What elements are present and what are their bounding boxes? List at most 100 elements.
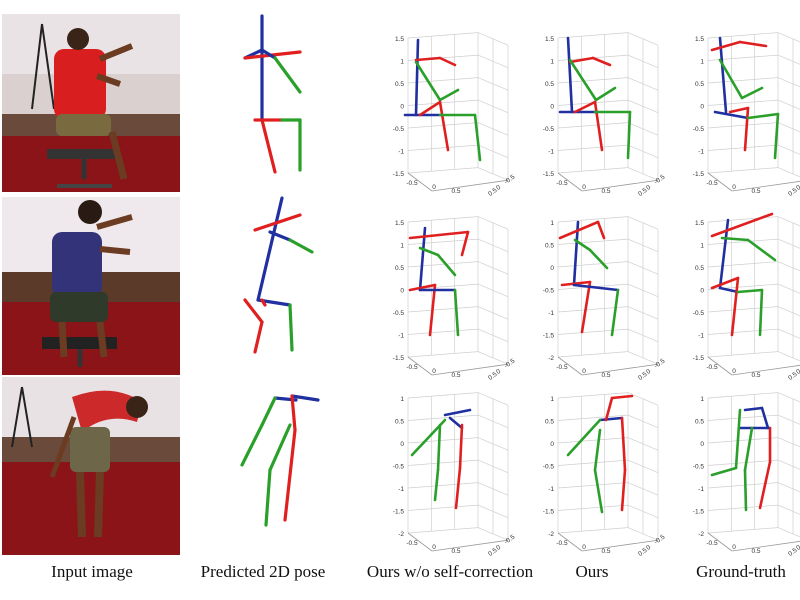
plot-r3-ours-ztick-5: -1.5 [543,509,555,516]
plot-r1-gt-grid-h6 [707,167,779,174]
plot-r2-gt-xtick-1: 0 [732,368,736,375]
plot-r2-gt-xtick-2: 0.5 [751,372,760,379]
plot-r1-gt-ytick-1: 0 [795,184,800,192]
plot-r3-gt-ztick-2: 0 [700,441,704,448]
skeleton-r1_gt-bone-3 [718,58,744,100]
skeleton-r1_gt-bone-9 [773,112,780,160]
plot-r2-ours-grid-h6 [557,351,629,358]
plot-r2-gt-ytick-1: 0 [795,368,800,376]
plot-r3-gt-grid-h5 [707,504,779,511]
plot-r3-wo-xtick-0: -0.5 [406,540,418,547]
plot-r1-gt-grid-h4 [707,122,779,129]
plot-r1-gt-grid-s2 [777,77,800,88]
skeleton-r2_ours-bone-1 [558,220,600,240]
label-predicted-2d-pose: Predicted 2D pose [200,562,326,581]
plot-r1-gt-ztick-0: 1.5 [695,36,704,43]
plot-r2-ours-ztick-6: -2 [548,355,554,362]
plot-r2-wo-grid-h5 [407,328,479,335]
plot-r3-wo-ytick-0: -0.5 [503,533,517,545]
plot-r1-wo-ztick-6: -1.5 [393,171,405,178]
plot-r2-ours-grid-h1 [557,238,629,245]
plot-r3-wo-ytick-1: 0 [495,544,502,552]
skeleton-r3_2d-bone-4 [260,396,277,427]
plot-r2-gt-ztick-6: -1.5 [693,355,705,362]
plot-r1-gt-ztick-2: 0.5 [695,81,704,88]
plot-r3-wo-grid-h5 [407,504,479,511]
plot-r2-gt-grid-s2 [777,261,800,272]
plot-r1-ours-ztick-1: 1 [550,59,554,66]
skeleton-r2_ours-bone-7 [572,283,620,292]
plot-r1-wo-grid-h6 [407,167,479,174]
plot-r3-wo-xtick-1: 0 [432,544,436,551]
label-ours-without-self-correction: Ours w/o self-correction [366,562,534,581]
plot-r2-ours-ztick-4: -1 [548,310,554,317]
plot-r3-gt-grid-s6 [777,527,800,538]
plot-r2-wo-grid-s6 [477,351,509,365]
plot-r3-gt-grid-s1 [777,414,800,425]
plot-r1-ours-grid-h2 [557,77,629,84]
plot-r3-gt-ztick-4: -1 [698,486,704,493]
plot-r2-gt-xtick-0: -0.5 [706,364,718,371]
plot-r1-gt-ztick-4: -0.5 [693,126,705,133]
plot-r3-gt-grid-h4 [707,482,779,489]
plot-r2-gt-grid-h6 [707,351,779,358]
plot-r1-gt-grid-s1 [777,54,800,65]
skeleton-r1_ours-bone-3 [568,58,598,102]
plot-r2-gt-grid-h5 [707,328,779,335]
plot-r2-ours-grid-s6 [627,351,659,365]
skeleton-r2_2d-bone-3 [288,238,314,254]
skeleton-r2_ours-bone-3 [573,238,592,252]
skeleton-r1_ours-bone-7 [593,100,604,152]
label-input-image: Input image [51,562,133,581]
skeleton-r3_ours-bone-0 [610,394,634,400]
plot-r2-gt-floor-edge-1 [707,356,733,376]
plot-r3-wo-ztick-6: -2 [398,531,404,538]
input-image-row-1 [2,14,180,192]
plot-r3-wo-ytick-2: 0.5 [487,547,499,558]
skeleton-r1_ours-bone-4 [594,86,617,102]
plot-r1-gt-grid-h0 [707,32,779,39]
skeleton-r3_wo-bone-5 [436,423,442,472]
skeleton-r1_wo-bone-3 [414,60,442,102]
plot-r2-gt-grid-s0 [777,216,800,227]
plot-r2-ours-floor-edge-2 [581,363,659,376]
plot-r3-ours-floor-edge-1 [557,532,583,552]
plot-r2-gt-ztick-5: -1 [698,333,704,340]
plot-r2-wo-ztick-2: 0.5 [395,265,404,272]
plot-r3-gt-ztick-5: -1.5 [693,509,705,516]
skeleton-r2_gt-bone-1 [710,212,774,238]
skeleton-r2_2d-bone-5 [253,320,264,354]
plot-r3-ours-ztick-6: -2 [548,531,554,538]
plot-r3-wo-grid-h4 [407,482,479,489]
plot-r3-ours-ytick-2: 0.5 [637,547,649,558]
plot-r1-ours-ztick-3: 0 [550,104,554,111]
skeleton-r2_gt-bone-8 [758,288,764,337]
plot-r1-ours-grid-h6 [557,167,629,174]
skeleton-r3_ours-bone-4 [620,416,627,472]
plot-r2-wo-xtick-2: 0.5 [451,372,460,379]
plot-r3-wo-ztick-5: -1.5 [393,509,405,516]
plot-r2-gt-grid-s3 [777,283,800,294]
plot-r2-gt-grid-s4 [777,306,800,317]
skeleton-r3_gt-bone-0 [743,406,764,412]
plot-r2-ours-grid-h2 [557,261,629,268]
plot-r3-ours-grid-h2 [557,437,629,444]
plot-r2-wo-grid-h2 [407,261,479,268]
plot-r2-gt-grid-s1 [777,238,800,249]
plot-r1-ours-grid-h5 [557,144,629,151]
plot-r1-wo-xtick-0: -0.5 [406,180,418,187]
plot-r3-wo-floor-edge-2 [431,539,509,552]
plot-r1-gt-grid-s0 [777,32,800,43]
plot-r1-wo-xtick-1: 0 [432,184,436,191]
plot-r1-ours-ztick-6: -1.5 [543,171,555,178]
plot-r2-gt-ztick-2: 0.5 [695,265,704,272]
plot-r1-gt-grid-h3 [707,99,779,106]
plot-r1-gt-ztick-1: 1 [700,59,704,66]
skeleton-r1_wo-bone-2 [438,56,457,67]
skeleton-r1_wo-bone-0 [414,38,420,117]
skeleton-r2_gt-bone-6 [730,276,740,337]
skeleton-r2_ours-bone-0 [572,220,580,287]
plot-r2-wo-ztick-6: -1.5 [393,355,405,362]
plot-r3-gt-ztick-6: -2 [698,531,704,538]
plot-r3-wo-ztick-2: 0 [400,441,404,448]
